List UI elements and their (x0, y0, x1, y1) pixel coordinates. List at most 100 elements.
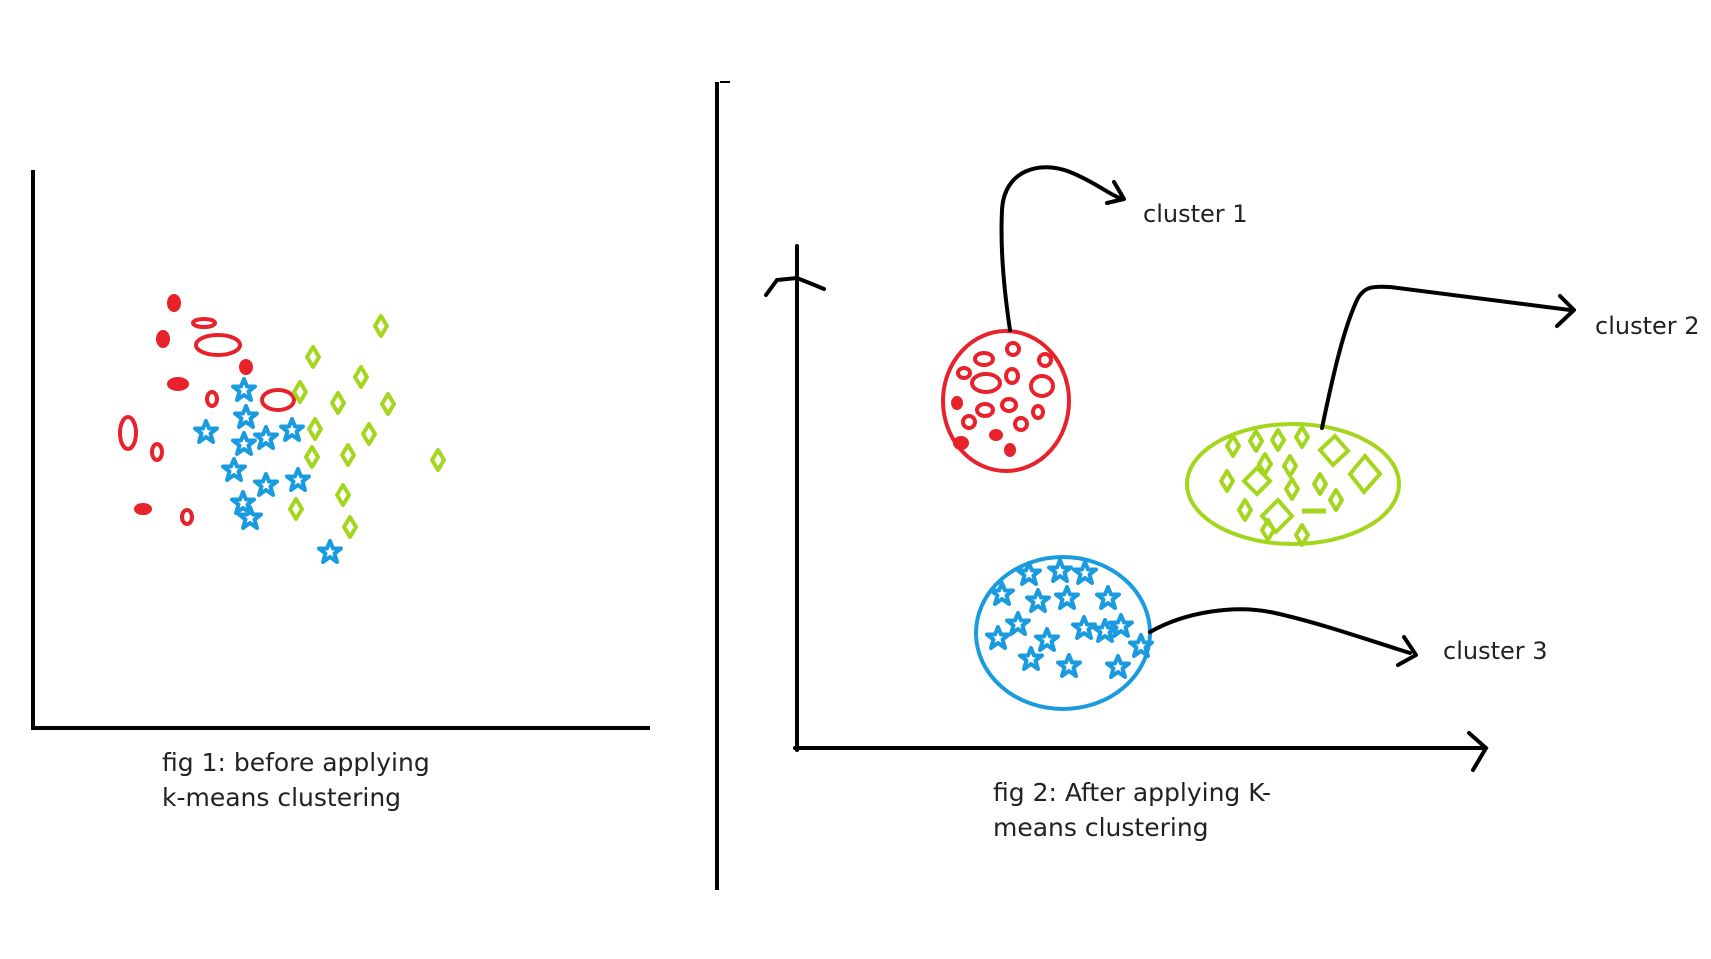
cluster-2-point (1317, 433, 1351, 468)
cluster-3-arrowhead (1396, 635, 1418, 667)
fig1-green-points (288, 314, 446, 539)
cluster-2-point (1241, 465, 1273, 497)
fig2-caption-line1: fig 2: After applying K- (993, 778, 1272, 807)
fig2-x-arrowhead (1467, 731, 1489, 772)
fig1-blue-point (317, 539, 343, 564)
fig1-blue-point (279, 417, 305, 442)
cluster-2-point (1237, 498, 1253, 522)
cluster-3-point (1034, 627, 1060, 652)
cluster-arrows (999, 165, 1576, 667)
cluster-1-point (989, 429, 1003, 441)
cluster-1-point (1031, 404, 1045, 420)
cluster-2-point (1294, 425, 1310, 449)
fig1-green-point (340, 443, 356, 467)
cluster-3-point (1047, 558, 1073, 583)
fig1-red-point (194, 333, 242, 357)
cluster-3-point (1105, 654, 1131, 679)
fig1-blue-point (231, 431, 257, 456)
fig1-blue-point (253, 425, 279, 450)
fig1-green-point (353, 365, 369, 389)
cluster-1-point (970, 372, 1002, 394)
cluster-2-point (1312, 472, 1328, 496)
cluster-3-point (1005, 611, 1031, 636)
cluster-3-point (1025, 588, 1051, 613)
cluster-1-arrowhead (1105, 180, 1126, 205)
cluster-2-point (1328, 488, 1344, 512)
fig1-green-point (342, 515, 358, 539)
fig1-red-point (239, 359, 253, 375)
cluster-1-point (1013, 416, 1029, 432)
cluster-1-point (1004, 367, 1020, 385)
cluster-2-arrowhead (1555, 294, 1576, 328)
cluster-2-point (1260, 518, 1276, 542)
fig1-caption-line1: fig 1: before applying (162, 748, 430, 777)
fig1-caption-line2: k-means clustering (162, 783, 402, 812)
fig1-red-point (167, 294, 181, 312)
cluster-2-point (1282, 454, 1298, 478)
fig1-green-point (430, 448, 446, 472)
fig1-green-point (307, 417, 323, 441)
fig2-caption-line2: means clustering (993, 813, 1209, 842)
fig1-green-point (330, 391, 346, 415)
fig1-red-point (156, 330, 170, 348)
cluster-3-point (1072, 560, 1098, 585)
cluster-2 (1185, 422, 1401, 547)
cluster-2-label: cluster 2 (1595, 312, 1700, 340)
cluster-1-point (961, 414, 977, 430)
cluster-1 (941, 329, 1071, 473)
fig1-green-point (373, 314, 389, 338)
fig1-blue-point (233, 404, 259, 429)
cluster-1-point (973, 351, 995, 367)
fig2-axes (764, 244, 1489, 772)
cluster-2-point (1284, 477, 1300, 501)
cluster-1-point (956, 366, 972, 380)
cluster-1-point (1037, 352, 1053, 368)
cluster-2-points (1219, 425, 1383, 547)
fig1-red-point (134, 503, 152, 515)
fig1-blue-point (221, 457, 247, 482)
cluster-3-point (1108, 613, 1134, 638)
cluster-3-point (1054, 585, 1080, 610)
fig1-red-point (180, 508, 194, 526)
cluster-3-label: cluster 3 (1443, 637, 1548, 665)
cluster-1-boundary (941, 329, 1071, 473)
fig1-red-point (150, 442, 164, 462)
fig2-y-arrowhead (764, 275, 826, 297)
cluster-2-point (1225, 434, 1241, 458)
cluster-3 (974, 555, 1154, 711)
cluster-1-point (1029, 374, 1055, 398)
cluster-1-points (951, 341, 1055, 457)
cluster-1-point (1005, 341, 1021, 357)
fig1-blue-point (253, 472, 279, 497)
fig1-green-point (335, 483, 351, 507)
fig1-green-point (288, 497, 304, 521)
cluster-2-point (1270, 428, 1286, 452)
fig1-green-point (305, 345, 321, 369)
fig1-green-point (304, 445, 320, 469)
cluster-1-point (1004, 443, 1016, 457)
fig1-blue-point (231, 377, 257, 402)
fig1-blue-point (285, 467, 311, 492)
fig1-caption: fig 1: before applying k-means clusterin… (162, 745, 430, 815)
cluster-1-point (953, 436, 969, 450)
fig1-blue-point (193, 419, 219, 444)
cluster-2-point (1219, 469, 1235, 493)
fig1-red-points (118, 294, 296, 526)
cluster-3-arrow (1148, 607, 1412, 655)
cluster-2-point (1259, 497, 1295, 535)
cluster-2-arrow (1320, 284, 1572, 430)
fig2-caption: fig 2: After applying K- means clusterin… (993, 775, 1271, 845)
cluster-1-label: cluster 1 (1143, 200, 1248, 228)
fig1-red-point (260, 388, 296, 412)
cluster-3-point (1071, 615, 1097, 640)
fig1-green-point (361, 422, 377, 446)
fig1-red-point (191, 317, 217, 329)
cluster-1-point (951, 396, 963, 410)
cluster-1-point (1000, 397, 1018, 413)
fig1-axes (31, 170, 650, 730)
cluster-1-point (975, 402, 995, 418)
cluster-2-point (1347, 452, 1383, 496)
cluster-2-point (1248, 429, 1264, 453)
cluster-2-boundary (1185, 422, 1401, 546)
